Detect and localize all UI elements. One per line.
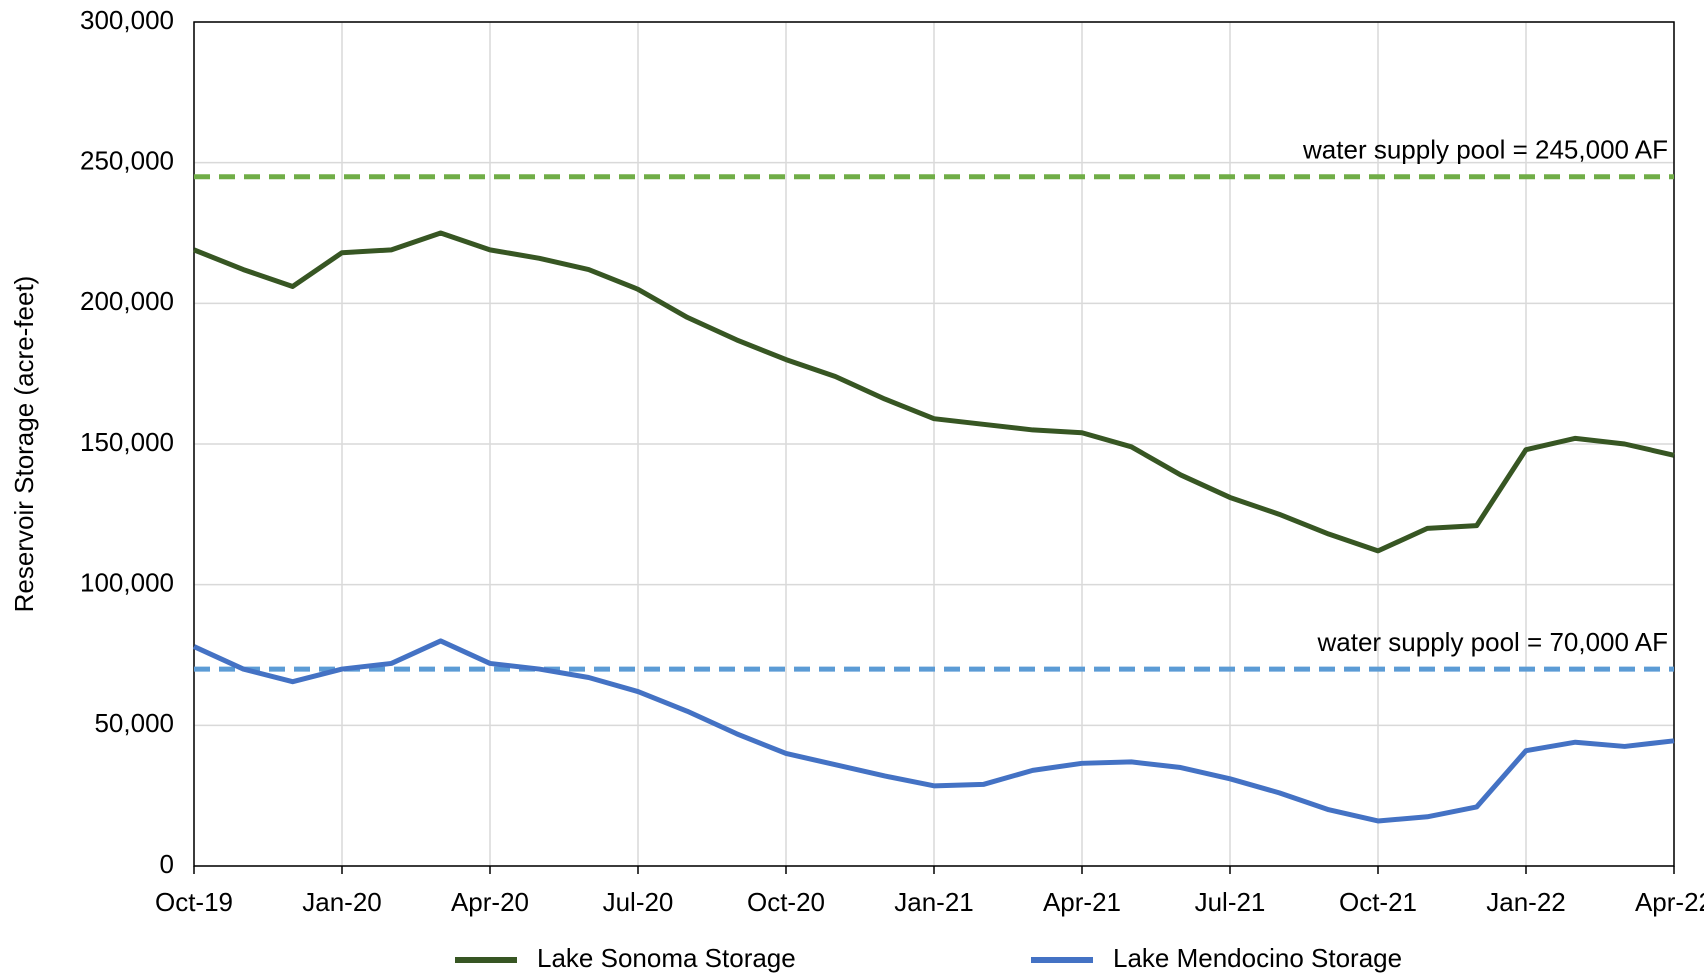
reference-label: water supply pool = 70,000 AF [1316, 627, 1668, 657]
y-tick-label: 100,000 [80, 568, 174, 598]
y-axis-label: Reservoir Storage (acre-feet) [9, 276, 39, 613]
x-tick-label: Apr-21 [1043, 887, 1121, 917]
x-tick-label: Jan-21 [894, 887, 974, 917]
x-tick-label: Apr-22 [1635, 887, 1704, 917]
x-tick-label: Oct-21 [1339, 887, 1417, 917]
x-tick-label: Oct-20 [747, 887, 825, 917]
x-tick-label: Jan-20 [302, 887, 382, 917]
series-line [193, 230, 1675, 554]
y-tick-label: 300,000 [80, 5, 174, 35]
plot-frame [193, 21, 1675, 867]
y-tick-label: 0 [160, 849, 174, 879]
x-tick-label: Jul-21 [1195, 887, 1266, 917]
y-tick-label: 150,000 [80, 427, 174, 457]
y-tick-label: 200,000 [80, 286, 174, 316]
legend-label: Lake Sonoma Storage [537, 943, 796, 973]
legend-label: Lake Mendocino Storage [1113, 943, 1402, 973]
x-tick-label: Jul-20 [603, 887, 674, 917]
y-tick-label: 50,000 [94, 708, 174, 738]
y-tick-label: 250,000 [80, 146, 174, 176]
x-tick-label: Jan-22 [1486, 887, 1566, 917]
x-tick-label: Apr-20 [451, 887, 529, 917]
series-line [192, 638, 1675, 824]
x-tick-label: Oct-19 [155, 887, 233, 917]
reference-label: water supply pool = 245,000 AF [1302, 135, 1668, 165]
